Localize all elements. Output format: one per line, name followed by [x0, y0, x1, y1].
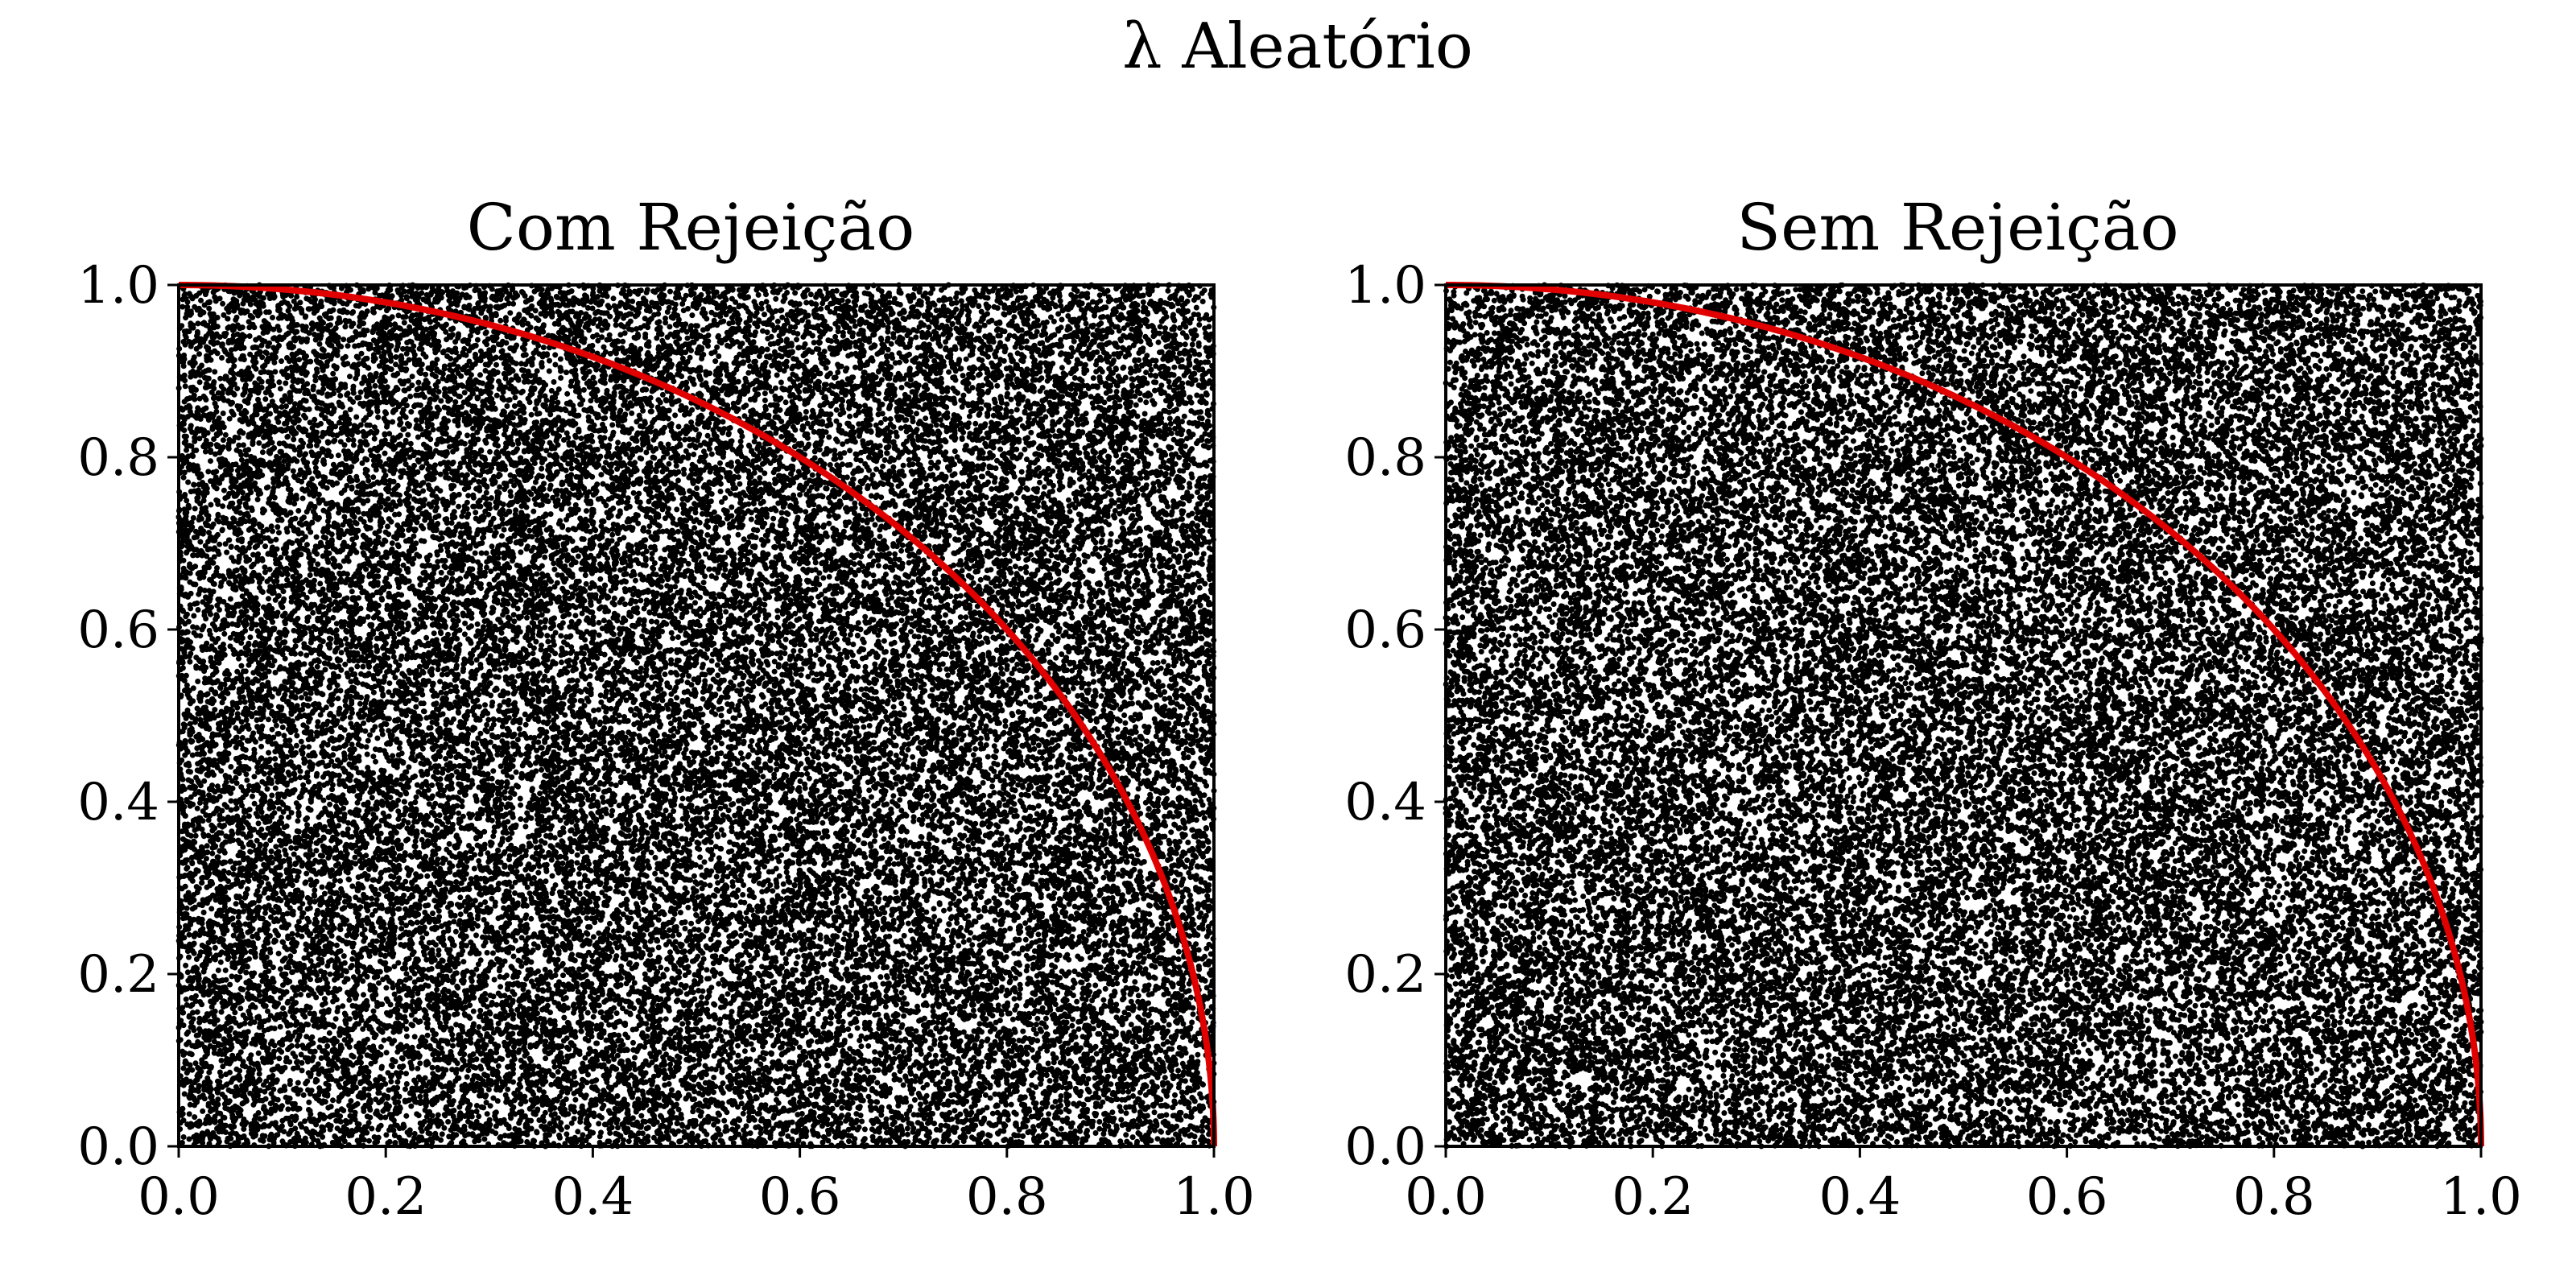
scatter-points-series — [1443, 282, 2484, 1150]
y-axis: 0.0 0.2 0.4 0.6 0.8 1.0 — [1344, 256, 1446, 1177]
y-tick-label: 0.2 — [77, 945, 159, 1005]
x-axis: 0.0 0.2 0.4 0.6 0.8 1.0 — [1405, 1146, 2522, 1227]
x-tick-label: 0.8 — [966, 1167, 1048, 1227]
x-tick-label: 1.0 — [1173, 1167, 1255, 1227]
x-tick-label: 0.0 — [138, 1167, 220, 1227]
y-tick-label: 0.0 — [1344, 1117, 1426, 1177]
y-tick-label: 0.4 — [1344, 773, 1426, 832]
x-tick-label: 0.0 — [1405, 1167, 1487, 1227]
y-tick-label: 0.8 — [77, 428, 159, 488]
y-tick-label: 1.0 — [1344, 256, 1426, 316]
axes-frame — [1444, 283, 2483, 1148]
figure-title: λ Aleatório — [1122, 10, 1473, 83]
x-tick-label: 0.2 — [1612, 1167, 1694, 1227]
x-tick-label: 0.4 — [1819, 1167, 1901, 1227]
subplot-sem-rejeicao: Sem Rejeição 0.0 0.2 0.4 0.6 0.8 1.0 0.00.20.… — [1344, 190, 2522, 1227]
y-tick-label: 0.6 — [1344, 601, 1426, 660]
y-tick-label: 0.0 — [77, 1117, 159, 1177]
x-tick-label: 0.8 — [2233, 1167, 2315, 1227]
x-tick-label: 0.4 — [552, 1167, 634, 1227]
y-axis: 0.0 0.2 0.4 0.6 0.8 1.0 — [77, 256, 179, 1177]
scatter-point-cloud — [175, 282, 1217, 1150]
y-tick-label: 0.8 — [1344, 428, 1426, 488]
scatter-point-cloud — [1443, 282, 2484, 1150]
quarter-circle-curve — [178, 282, 1217, 1147]
y-tick-label: 1.0 — [77, 256, 159, 316]
axes-frame — [177, 283, 1216, 1148]
subplot-com-rejeicao: Com Rejeição 0.0 0.2 0.4 0.6 0.8 1.0 0.00.20.… — [77, 190, 1255, 1227]
subplot-title: Sem Rejeição — [1736, 190, 2178, 265]
x-tick-label: 0.6 — [2026, 1167, 2108, 1227]
x-tick-label: 1.0 — [2440, 1167, 2522, 1227]
x-axis: 0.0 0.2 0.4 0.6 0.8 1.0 — [138, 1146, 1255, 1227]
x-tick-label: 0.6 — [759, 1167, 841, 1227]
subplot-title: Com Rejeição — [467, 190, 915, 265]
y-tick-label: 0.4 — [77, 773, 159, 832]
y-tick-label: 0.6 — [77, 601, 159, 660]
quarter-circle-curve — [1445, 282, 2484, 1147]
scatter-points-series — [175, 282, 1217, 1150]
x-tick-label: 0.2 — [345, 1167, 427, 1227]
y-tick-label: 0.2 — [1344, 945, 1426, 1005]
